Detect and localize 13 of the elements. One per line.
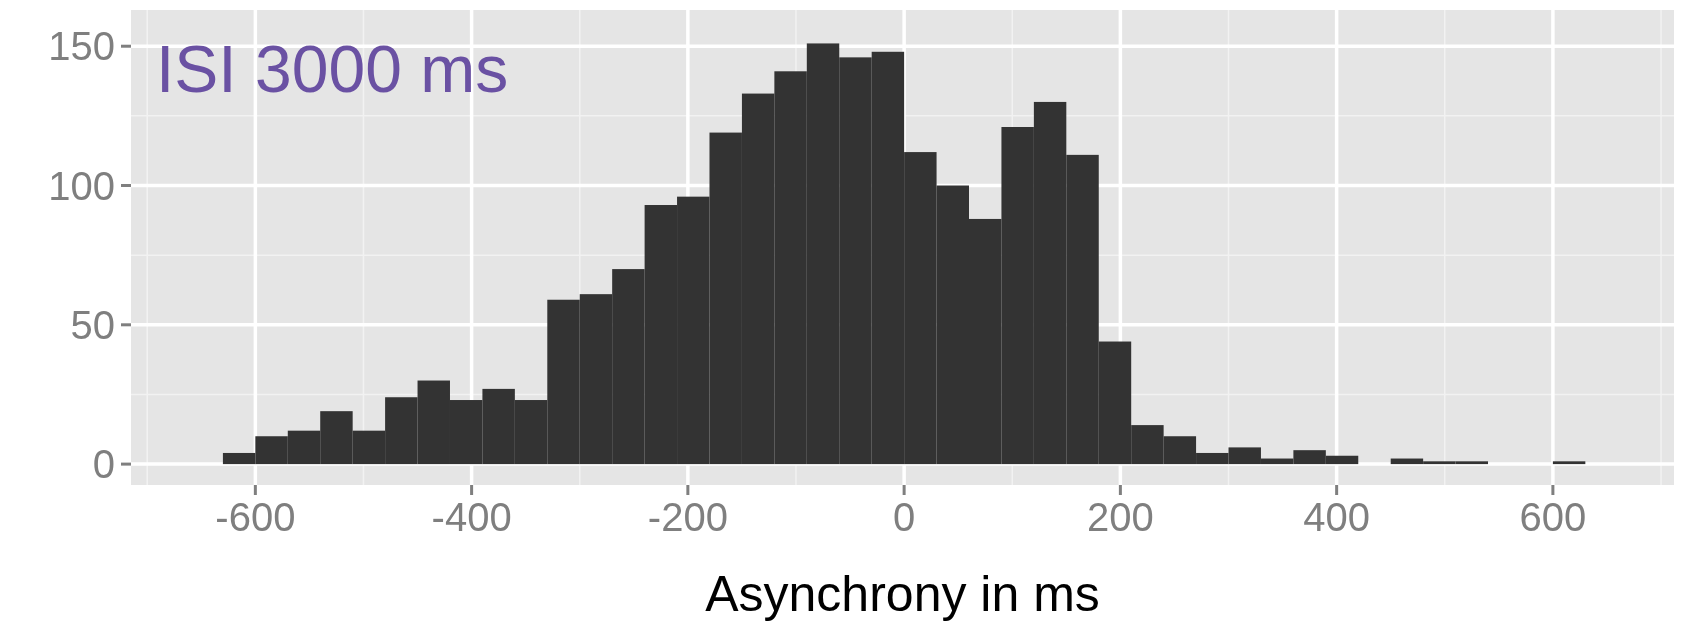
y-tick-label: 50 [70,303,115,348]
x-tick-label: -200 [647,495,728,540]
y-tick-label: 150 [48,24,115,69]
x-axis-title: Asynchrony in ms [705,566,1100,622]
x-tick-label: -600 [215,495,296,540]
x-tick-label: 400 [1303,495,1371,540]
y-tick-label: 0 [92,442,115,487]
x-tick-label: 200 [1087,495,1154,540]
y-tick-label: 100 [48,163,115,208]
x-tick-label: 600 [1519,495,1587,540]
x-tick-label: 0 [893,495,916,540]
annotation: ISI 3000 ms [156,32,509,106]
x-tick-label: -400 [431,495,512,540]
